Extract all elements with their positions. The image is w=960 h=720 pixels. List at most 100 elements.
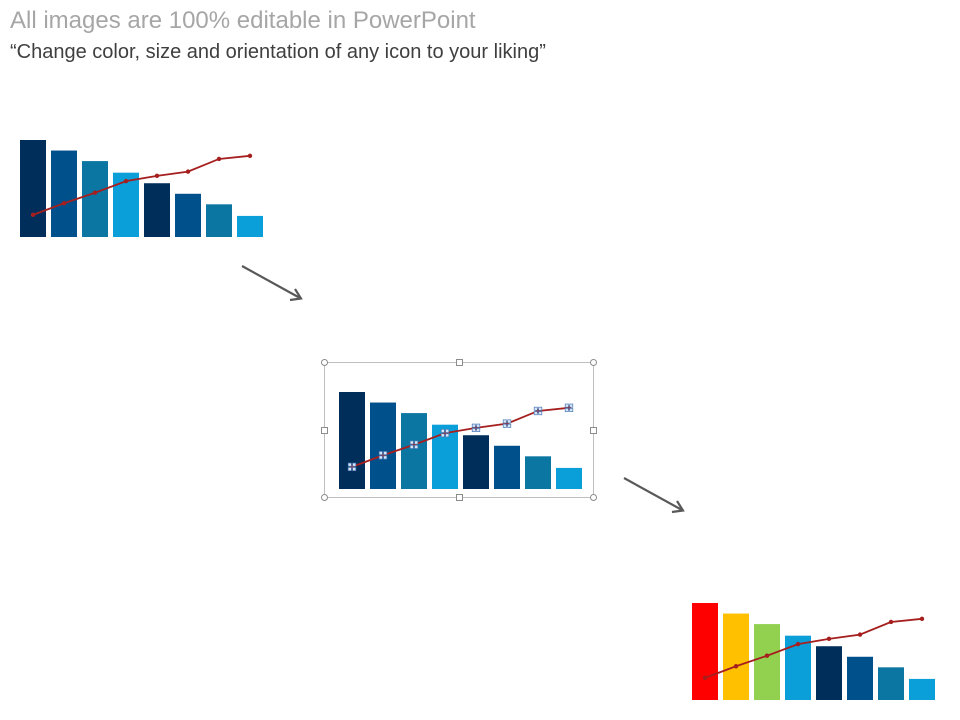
point-handle-square bbox=[378, 455, 383, 460]
point-handle[interactable] bbox=[502, 419, 512, 428]
bar bbox=[175, 193, 201, 237]
bar bbox=[692, 603, 718, 700]
bar bbox=[816, 646, 842, 700]
point-handle-square bbox=[352, 462, 357, 467]
arrow-shaft bbox=[241, 265, 301, 299]
bar bbox=[206, 204, 232, 237]
trend-point bbox=[247, 153, 253, 159]
resize-handle-bottom[interactable] bbox=[456, 494, 463, 501]
bar bbox=[463, 435, 489, 489]
resize-handle-bottom-left[interactable] bbox=[321, 494, 328, 501]
trend-point bbox=[764, 653, 770, 658]
slide-subtitle: “Change color, size and orientation of a… bbox=[10, 41, 546, 63]
point-handle-square bbox=[440, 428, 445, 433]
arrow-shaft bbox=[623, 477, 683, 511]
point-handle-square bbox=[378, 451, 383, 456]
trend-point bbox=[154, 173, 160, 179]
arrow-right-down-icon bbox=[241, 265, 303, 302]
bar bbox=[847, 656, 873, 700]
point-handle[interactable] bbox=[533, 406, 543, 416]
point-handle-square bbox=[383, 451, 388, 456]
point-handle-square bbox=[347, 467, 352, 472]
trend-point bbox=[216, 156, 222, 162]
point-handle-square bbox=[414, 440, 419, 445]
trend-point bbox=[826, 636, 832, 642]
resize-handle-right[interactable] bbox=[590, 427, 597, 434]
point-handle[interactable] bbox=[409, 440, 419, 449]
arrow-right-down-icon bbox=[623, 477, 685, 514]
point-handle-square bbox=[445, 428, 450, 433]
bar bbox=[51, 150, 77, 237]
point-handle-square bbox=[347, 462, 352, 467]
trend-point bbox=[92, 190, 98, 195]
point-handle-square bbox=[533, 411, 538, 416]
point-handle-square bbox=[409, 440, 414, 445]
point-handle-square bbox=[502, 419, 507, 424]
slide-title: All images are 100% editable in PowerPoi… bbox=[10, 7, 476, 34]
point-handle[interactable] bbox=[564, 403, 574, 412]
point-handle-square bbox=[471, 423, 476, 428]
bar bbox=[82, 161, 108, 237]
point-handle[interactable] bbox=[347, 462, 357, 472]
point-handle-square bbox=[476, 428, 481, 432]
point-handle-square bbox=[476, 423, 481, 428]
bar bbox=[20, 140, 46, 237]
bar bbox=[556, 467, 582, 489]
arrow-head bbox=[289, 288, 303, 302]
point-handle-square bbox=[409, 444, 414, 449]
bar bbox=[370, 402, 396, 489]
point-handle-square bbox=[507, 423, 512, 428]
bar bbox=[723, 613, 749, 700]
trend-line bbox=[351, 406, 570, 468]
resize-handle-top-right[interactable] bbox=[590, 359, 597, 366]
point-handle[interactable] bbox=[471, 423, 481, 432]
point-handle-square bbox=[502, 423, 507, 428]
point-handle-square bbox=[569, 403, 574, 408]
chart-recolored[interactable] bbox=[692, 603, 942, 700]
point-handle-square bbox=[414, 444, 419, 449]
resize-handle-bottom-right[interactable] bbox=[590, 494, 597, 501]
bar bbox=[525, 456, 551, 489]
trend-line bbox=[704, 617, 923, 679]
bar bbox=[237, 215, 263, 237]
point-handle[interactable] bbox=[440, 428, 450, 438]
trend-line bbox=[32, 154, 251, 216]
point-handle-square bbox=[564, 403, 569, 408]
point-handle-square bbox=[569, 408, 574, 412]
resize-handle-top[interactable] bbox=[456, 359, 463, 366]
bar bbox=[909, 678, 935, 700]
trend-point bbox=[919, 616, 925, 622]
trend-point bbox=[185, 169, 191, 174]
point-handle-square bbox=[533, 406, 538, 411]
bar bbox=[494, 445, 520, 489]
resize-handle-left[interactable] bbox=[321, 427, 328, 434]
trend-point bbox=[702, 675, 708, 681]
trend-point bbox=[795, 641, 801, 647]
bar bbox=[401, 413, 427, 489]
trend-point bbox=[733, 664, 739, 669]
bar bbox=[878, 667, 904, 700]
trend-point bbox=[123, 178, 129, 184]
point-handle-square bbox=[471, 428, 476, 432]
trend-point bbox=[61, 201, 67, 206]
bar bbox=[144, 183, 170, 237]
point-handle-square bbox=[383, 455, 388, 460]
trend-point bbox=[888, 619, 894, 625]
chart-selected[interactable] bbox=[339, 392, 589, 489]
trend-point bbox=[857, 632, 863, 637]
point-handle[interactable] bbox=[378, 451, 388, 460]
selection-box[interactable] bbox=[321, 359, 597, 501]
point-handle-square bbox=[564, 408, 569, 412]
chart-original[interactable] bbox=[20, 140, 270, 237]
bar bbox=[339, 392, 365, 489]
point-handle-square bbox=[440, 433, 445, 438]
arrow-head bbox=[671, 500, 685, 514]
point-handle-square bbox=[538, 411, 543, 416]
bar bbox=[754, 624, 780, 700]
trend-point bbox=[30, 212, 36, 218]
point-handle-square bbox=[445, 433, 450, 438]
resize-handle-top-left[interactable] bbox=[321, 359, 328, 366]
point-handle-square bbox=[507, 419, 512, 424]
point-handle-square bbox=[352, 467, 357, 472]
point-handle-square bbox=[538, 406, 543, 411]
